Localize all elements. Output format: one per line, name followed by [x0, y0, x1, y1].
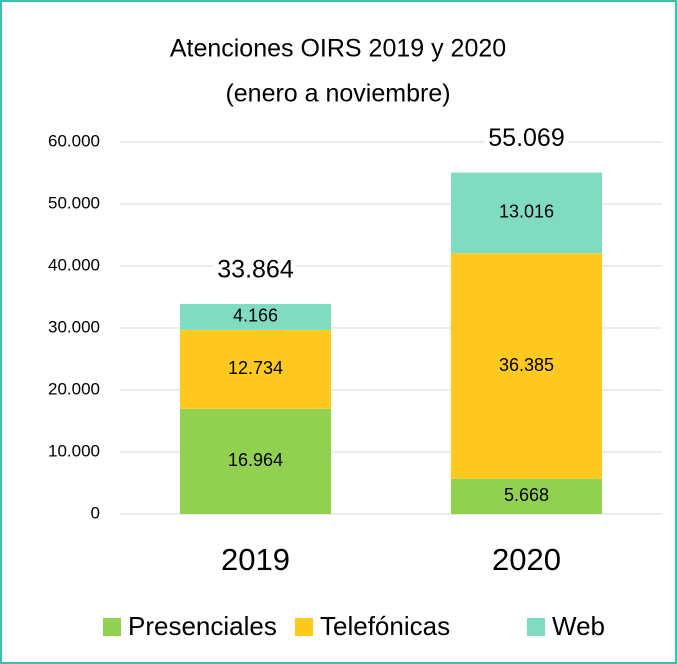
total-label: 33.864	[217, 256, 294, 284]
legend-label: Web	[552, 611, 605, 641]
legend-swatch	[295, 618, 313, 636]
x-tick-label: 2019	[221, 542, 290, 577]
value-label: 12.734	[228, 358, 283, 378]
total-label: 55.069	[488, 124, 564, 152]
bar-segment	[180, 408, 331, 514]
y-tick-label: 60.000	[48, 131, 100, 150]
y-tick-label: 50.000	[48, 193, 100, 212]
y-tick-label: 20.000	[48, 379, 100, 398]
bar-segment	[180, 329, 331, 409]
value-label: 5.668	[504, 485, 549, 505]
bar-segment	[180, 304, 331, 330]
chart-title: Atenciones OIRS 2019 y 2020	[170, 35, 506, 63]
legend-label: Telefónicas	[320, 611, 450, 641]
y-tick-label: 40.000	[48, 255, 100, 274]
legend-swatch	[103, 618, 121, 636]
y-tick-label: 30.000	[48, 317, 100, 336]
y-tick-label: 10.000	[48, 441, 100, 460]
chart-subtitle: (enero a noviembre)	[225, 80, 450, 108]
bar-segment	[451, 172, 602, 254]
legend-swatch	[527, 618, 545, 636]
legend-label: Presenciales	[128, 611, 277, 641]
value-label: 16.964	[228, 450, 283, 470]
bar-segment	[451, 253, 602, 479]
y-tick-label: 0	[91, 503, 100, 522]
value-label: 36.385	[499, 355, 554, 375]
value-label: 13.016	[499, 202, 554, 222]
x-tick-label: 2020	[492, 542, 561, 577]
value-label: 4.166	[233, 306, 278, 326]
bar-segment	[451, 478, 602, 514]
